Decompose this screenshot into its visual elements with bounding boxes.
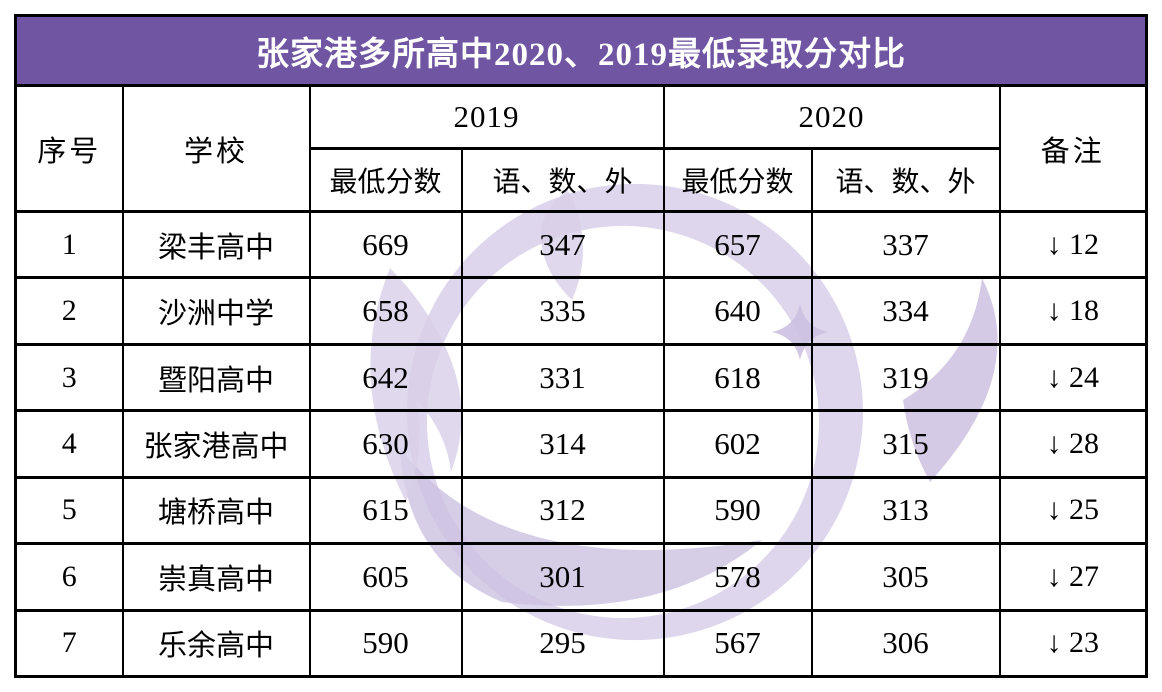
cell-2020-min: 602	[662, 409, 813, 479]
cell-remark: ↓ 18	[998, 276, 1148, 346]
cell-2020-subjects: 315	[810, 409, 1001, 479]
cell-2019-subjects: 331	[460, 342, 665, 413]
header-index: 序号	[14, 84, 124, 213]
header-2019-min-score: 最低分数	[308, 147, 463, 213]
header-2020-min-score: 最低分数	[662, 147, 813, 213]
cell-2019-subjects: 295	[460, 608, 665, 679]
table-row: 3 暨阳高中 642 331 618 319 ↓ 24	[14, 342, 1148, 413]
cell-2020-min: 618	[662, 342, 813, 413]
header-remark: 备注	[998, 84, 1148, 213]
cell-school: 崇真高中	[121, 542, 311, 612]
cell-2019-subjects: 314	[460, 409, 665, 479]
cell-remark: ↓ 12	[998, 209, 1148, 280]
cell-2020-subjects: 334	[810, 276, 1001, 346]
cell-remark: ↓ 23	[998, 608, 1148, 679]
cell-index: 3	[14, 342, 124, 413]
table-row: 2 沙洲中学 658 335 640 334 ↓ 18	[14, 276, 1148, 346]
cell-2019-subjects: 301	[460, 542, 665, 612]
table-row: 7 乐余高中 590 295 567 306 ↓ 23	[14, 608, 1148, 679]
header-row-years: 序号 学校 2019 2020 备注	[14, 84, 1148, 213]
score-table-container: 张家港多所高中2020、2019最低录取分对比 序号 学校 2019 2020 …	[14, 14, 1148, 679]
header-school: 学校	[121, 84, 311, 213]
cell-2019-subjects: 347	[460, 209, 665, 280]
table-title-bar: 张家港多所高中2020、2019最低录取分对比	[14, 14, 1148, 84]
cell-school: 塘桥高中	[121, 475, 311, 546]
cell-remark: ↓ 25	[998, 475, 1148, 546]
cell-index: 7	[14, 608, 124, 679]
cell-index: 1	[14, 209, 124, 280]
header-2020-subjects: 语、数、外	[810, 147, 1001, 213]
cell-2020-subjects: 305	[810, 542, 1001, 612]
cell-school: 乐余高中	[121, 608, 311, 679]
table-row: 4 张家港高中 630 314 602 315 ↓ 28	[14, 409, 1148, 479]
cell-school: 暨阳高中	[121, 342, 311, 413]
header-year-2020: 2020	[662, 84, 1001, 150]
cell-2019-min: 658	[308, 276, 463, 346]
cell-remark: ↓ 24	[998, 342, 1148, 413]
header-year-2019: 2019	[308, 84, 665, 150]
cell-school: 张家港高中	[121, 409, 311, 479]
cell-school: 梁丰高中	[121, 209, 311, 280]
cell-2019-min: 605	[308, 542, 463, 612]
cell-index: 4	[14, 409, 124, 479]
cell-2020-min: 640	[662, 276, 813, 346]
table-row: 1 梁丰高中 669 347 657 337 ↓ 12	[14, 209, 1148, 280]
table-row: 5 塘桥高中 615 312 590 313 ↓ 25	[14, 475, 1148, 546]
cell-2019-min: 630	[308, 409, 463, 479]
cell-2020-subjects: 319	[810, 342, 1001, 413]
cell-2020-min: 567	[662, 608, 813, 679]
cell-2019-subjects: 335	[460, 276, 665, 346]
cell-index: 6	[14, 542, 124, 612]
cell-2020-subjects: 313	[810, 475, 1001, 546]
cell-remark: ↓ 28	[998, 409, 1148, 479]
cell-2019-min: 590	[308, 608, 463, 679]
table-title: 张家港多所高中2020、2019最低录取分对比	[256, 36, 906, 73]
table-row: 6 崇真高中 605 301 578 305 ↓ 27	[14, 542, 1148, 612]
cell-index: 2	[14, 276, 124, 346]
cell-2019-min: 615	[308, 475, 463, 546]
cell-2020-min: 590	[662, 475, 813, 546]
score-table: 序号 学校 2019 2020 备注 最低分数 语、数、外 最低分数 语、数、外…	[14, 84, 1148, 679]
cell-2020-min: 657	[662, 209, 813, 280]
cell-index: 5	[14, 475, 124, 546]
cell-2020-min: 578	[662, 542, 813, 612]
cell-2019-subjects: 312	[460, 475, 665, 546]
cell-school: 沙洲中学	[121, 276, 311, 346]
header-2019-subjects: 语、数、外	[460, 147, 665, 213]
cell-2019-min: 669	[308, 209, 463, 280]
cell-2020-subjects: 306	[810, 608, 1001, 679]
cell-remark: ↓ 27	[998, 542, 1148, 612]
cell-2020-subjects: 337	[810, 209, 1001, 280]
cell-2019-min: 642	[308, 342, 463, 413]
